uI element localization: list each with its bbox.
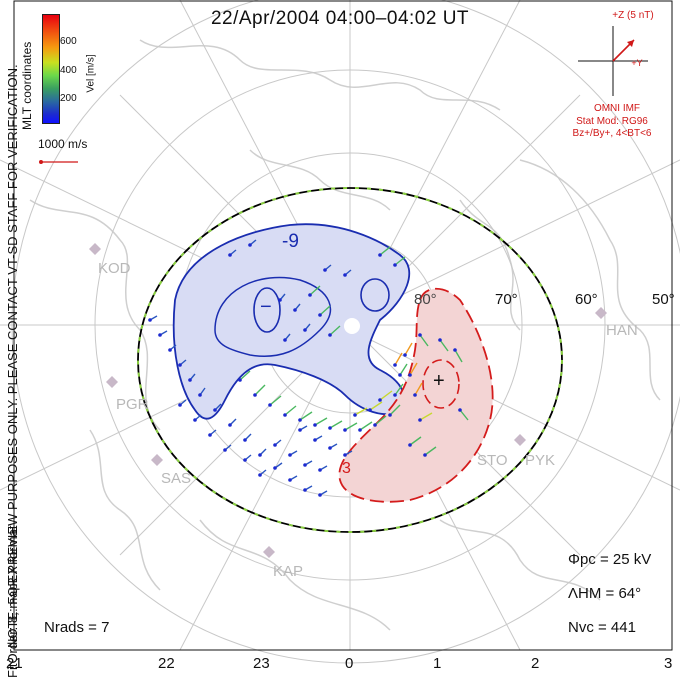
colorbar-tick-400: 400 (60, 65, 77, 76)
lat-label-80: 80° (414, 291, 437, 308)
mlt-tick-21: 21 (6, 655, 23, 672)
velocity-scale-arrow (39, 160, 78, 164)
colorbar-tick-600: 600 (60, 36, 77, 47)
mlt-tick-1: 1 (433, 655, 442, 672)
contour-min-marker: − (260, 296, 272, 318)
mlt-tick-23: 23 (253, 655, 270, 672)
mlt-tick-3: 3 (664, 655, 673, 672)
imf-model-1: Stat Mod: RG96 (576, 116, 648, 127)
station-sas: SAS (161, 470, 192, 487)
coastlines (29, 39, 661, 631)
mlt-tick-2: 2 (531, 655, 540, 672)
station-kap: KAP (273, 563, 304, 580)
mlt-tick-22: 22 (158, 655, 175, 672)
velocity-colorbar (42, 14, 60, 124)
velocity-vectors (148, 239, 469, 497)
station-han: HAN (606, 322, 638, 339)
stat-lambda-hm: ΛHM = 64° (568, 585, 642, 602)
colorbar-unit: Vel [m/s] (85, 54, 97, 93)
plot-title: 22/Apr/2004 04:00–04:02 UT (210, 8, 470, 29)
imf-clock (578, 26, 648, 96)
stat-n-vc: Nvc = 441 (568, 619, 636, 636)
contour-max-marker: + (433, 370, 445, 392)
coord-label: MLT coordinates (20, 41, 34, 130)
station-markers (89, 243, 607, 558)
station-pyk: PYK (525, 452, 556, 469)
lat-label-70: 70° (495, 291, 518, 308)
fit-order-note: FitOrder: 8, mapEX format (5, 525, 20, 678)
station-kod: KOD (98, 260, 131, 277)
velocity-scale-label: 1000 m/s (38, 137, 88, 151)
hmb-dash-overlay (137, 187, 563, 533)
contour-pos-label: 3 (342, 460, 351, 477)
station-pgr: PGR (116, 396, 149, 413)
negative-potential-cell (172, 223, 411, 420)
stat-n-rads: Nrads = 7 (44, 619, 110, 636)
station-sto: STO (477, 452, 508, 469)
mlt-tick-0: 0 (345, 655, 354, 672)
positive-maximum-contour (422, 359, 460, 409)
stat-phi-pc: Φpc = 25 kV (568, 551, 652, 568)
negative-minimum-contour (253, 287, 281, 333)
lat-label-60: 60° (575, 291, 598, 308)
imf-y-label: +Y (631, 58, 643, 68)
negative-secondary-contour (360, 278, 390, 312)
imf-z-label: +Z (5 nT) (612, 10, 654, 21)
contour-min-label: -9 (282, 231, 299, 252)
colorbar-tick-200: 200 (60, 93, 77, 104)
imf-source: OMNI IMF (593, 103, 641, 114)
imf-model-2: Bz+/By+, 4<BT<6 (572, 128, 652, 139)
plot-frame (13, 0, 673, 651)
negative-inner-contour (214, 276, 331, 357)
lat-label-50: 50° (652, 291, 675, 308)
